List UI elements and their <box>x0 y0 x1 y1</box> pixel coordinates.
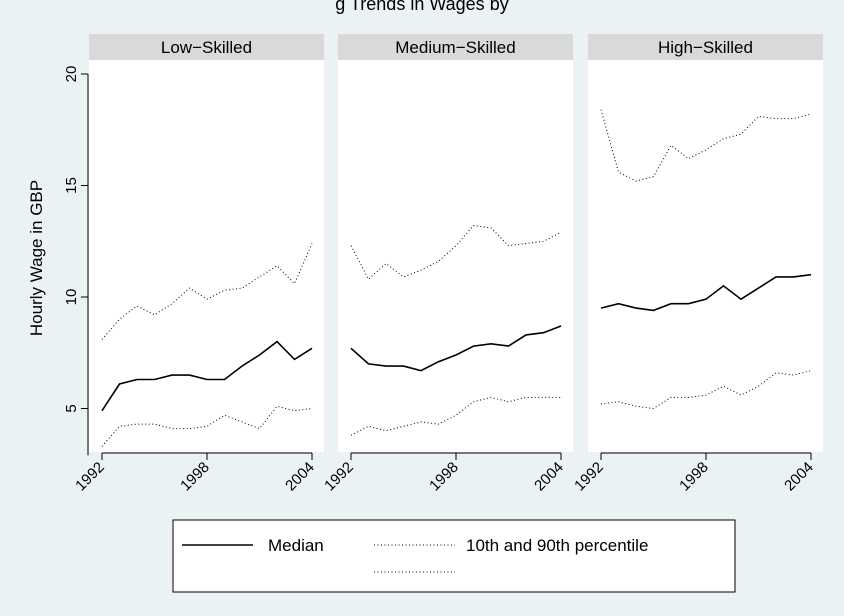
y-tick-label: 15 <box>63 177 80 194</box>
plot-area <box>89 60 324 452</box>
legend: Median 10th and 90th percentile <box>172 519 736 593</box>
series-line-90th-percentile <box>600 109 812 182</box>
legend-median-label: Median <box>268 536 324 555</box>
series-line-median <box>350 325 562 372</box>
header-fragment: g Trends in Wages by <box>335 0 508 14</box>
panel-title: High−Skilled <box>658 38 753 57</box>
series-line-median <box>600 273 812 312</box>
y-tick-label: 10 <box>63 289 80 306</box>
panel-strip <box>89 34 324 60</box>
plot-area <box>588 60 823 452</box>
series-line-90th-percentile <box>101 243 313 340</box>
y-tick-label: 5 <box>63 404 80 412</box>
series-line-median <box>101 340 313 412</box>
panel-title: Medium−Skilled <box>395 38 515 57</box>
legend-percentile-label: 10th and 90th percentile <box>466 536 648 555</box>
y-axis-label: Hourly Wage in GBP <box>27 180 46 336</box>
panel-strip <box>588 34 823 60</box>
series-line-10th-percentile <box>600 370 812 410</box>
panel-title: Low−Skilled <box>161 38 252 57</box>
panel-strip <box>338 34 573 60</box>
y-tick-label: 20 <box>63 66 80 83</box>
legend-box <box>172 519 736 593</box>
plot-area <box>338 60 573 452</box>
series-line-90th-percentile <box>350 225 562 281</box>
